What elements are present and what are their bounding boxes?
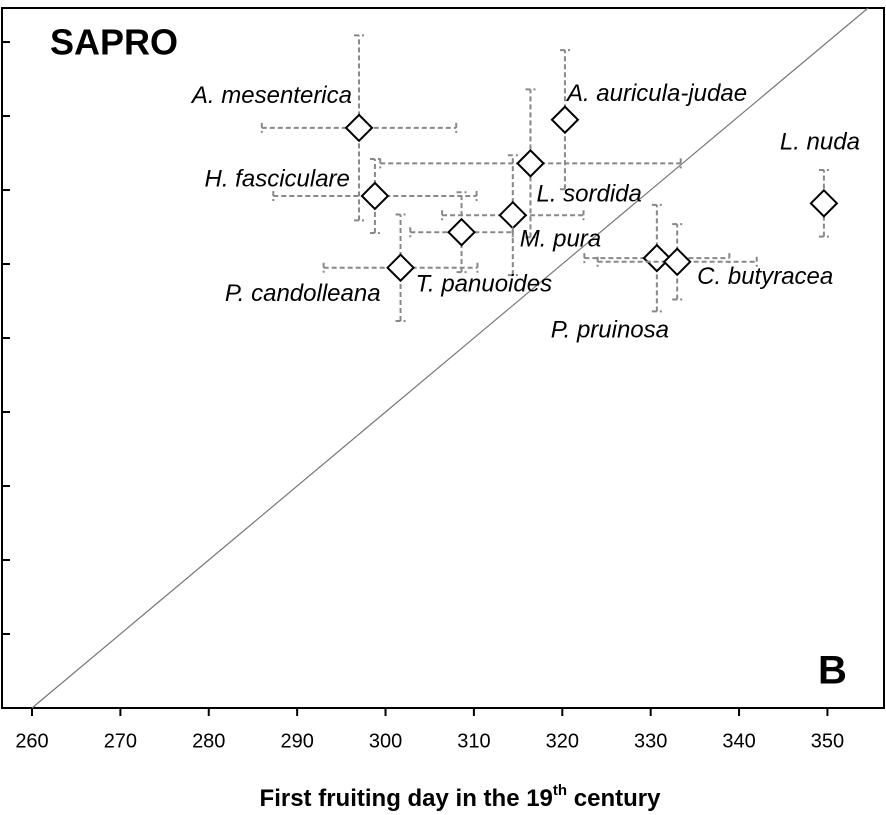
- x-error-bar: [379, 158, 682, 169]
- point-label: A. mesenterica: [190, 82, 352, 109]
- plot-frame: [1, 7, 885, 709]
- panel-label: B: [818, 649, 847, 693]
- point: [447, 217, 476, 247]
- point: [344, 113, 374, 143]
- point: [516, 148, 545, 178]
- x-tick-label: 340: [722, 730, 755, 752]
- x-label-part: First fruiting day in the 19: [260, 785, 553, 812]
- x-tick-label: 300: [369, 730, 402, 752]
- x-error-bar: [272, 190, 478, 201]
- y-error-bar: [559, 49, 570, 191]
- y-error-bar: [672, 223, 683, 301]
- x-tick-label: 260: [15, 730, 48, 752]
- point: [360, 181, 390, 211]
- point-label: L. sordida: [536, 181, 641, 208]
- x-tick-label: 320: [546, 730, 579, 752]
- point: [662, 247, 692, 277]
- y-error-bar: [456, 191, 467, 274]
- x-tick-label: 330: [634, 730, 667, 752]
- x-tick-label: 270: [104, 730, 137, 752]
- chart-title: SAPRO: [50, 22, 178, 63]
- point: [550, 105, 580, 135]
- point-label: A. auricula-judae: [565, 80, 747, 107]
- point-label: P. pruinosa: [551, 316, 669, 343]
- point-label: H. fasciculare: [205, 165, 350, 192]
- point-label: M. pura: [520, 226, 601, 253]
- x-label-part: century: [567, 785, 661, 812]
- y-error-bar: [395, 213, 406, 323]
- x-tick-label: 280: [192, 730, 225, 752]
- point: [642, 243, 672, 273]
- point: [386, 253, 415, 283]
- x-error-bar: [441, 210, 585, 221]
- x-error-bar: [596, 256, 758, 267]
- y-error-bar: [651, 203, 662, 313]
- x-tick-label: 290: [280, 730, 313, 752]
- x-label-sup: th: [553, 782, 567, 799]
- point-label: L. nuda: [780, 129, 860, 156]
- x-axis-label: First fruiting day in the 19th century: [260, 782, 662, 812]
- point-label: C. butyracea: [697, 263, 833, 290]
- point-label: P. candolleana: [225, 280, 381, 307]
- identity-line: [31, 7, 869, 709]
- x-tick-label: 350: [811, 730, 844, 752]
- point: [809, 188, 839, 218]
- point-label: T. panuoides: [416, 271, 553, 298]
- x-tick-label: 310: [457, 730, 490, 752]
- point: [498, 200, 528, 230]
